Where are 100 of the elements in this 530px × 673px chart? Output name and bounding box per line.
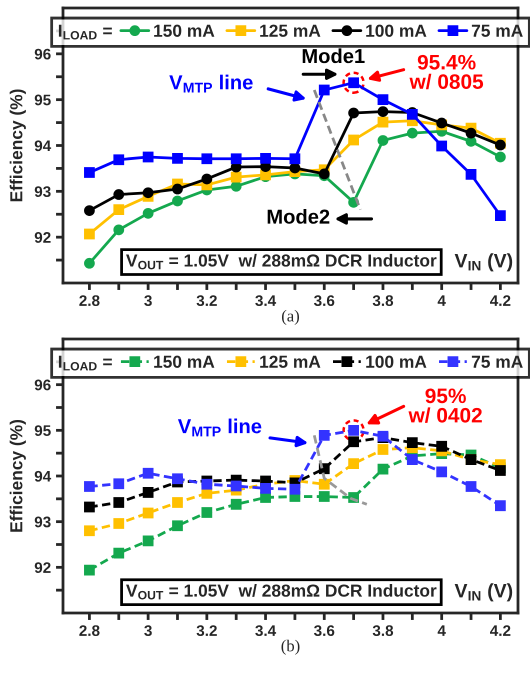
- point: [113, 204, 124, 216]
- x-tick-label: 3.8: [372, 295, 394, 306]
- annotation: Mode2: [268, 208, 330, 224]
- point: [466, 168, 476, 180]
- point: [172, 184, 183, 194]
- legend-label: 150 mA: [154, 356, 214, 368]
- y-tick-label: 96: [34, 48, 51, 60]
- annotation: 95% w/ 0402: [408, 388, 482, 423]
- point: [84, 228, 95, 240]
- point: [378, 116, 388, 128]
- x-axis-title: V$_{IN}$ (V): [454, 583, 512, 602]
- y-tick-label: 92: [34, 232, 51, 243]
- legend-title: I$_{LOAD}$ =: [58, 356, 112, 371]
- point: [142, 187, 154, 198]
- point: [113, 548, 124, 559]
- point: [142, 508, 154, 518]
- legend-label: 100 mA: [366, 24, 426, 37]
- x-tick-label: 3: [144, 625, 152, 636]
- point: [348, 458, 359, 470]
- point: [113, 497, 124, 508]
- point: [348, 108, 359, 118]
- point: [172, 497, 183, 508]
- x-tick-label: 4.2: [490, 625, 510, 636]
- legend-label: 150 mA: [154, 24, 214, 37]
- point: [495, 500, 506, 512]
- annotation: 95.4% w/ 0805: [409, 54, 484, 90]
- x-tick-label: 2.8: [79, 295, 100, 306]
- annotation: Mode1: [302, 48, 365, 64]
- y-tick-label: 95: [34, 94, 51, 106]
- point: [201, 478, 212, 490]
- x-tick-label: 3.8: [372, 625, 394, 636]
- point: [113, 154, 124, 166]
- y-axis-title: Efficiency (%): [10, 420, 26, 532]
- point: [378, 444, 388, 455]
- point: [230, 498, 242, 510]
- point: [348, 436, 359, 448]
- point: [113, 518, 124, 529]
- point: [406, 437, 418, 448]
- y-tick-label: 96: [34, 380, 51, 390]
- point: [84, 258, 95, 269]
- annotation: V$_{OUT}$ = 1.05V w/ 288mΩ DCR Inductor: [126, 584, 436, 600]
- x-tick-label: 3.2: [196, 625, 217, 636]
- point: [378, 464, 388, 475]
- point: [260, 482, 271, 494]
- point: [142, 208, 154, 219]
- point: [84, 564, 95, 576]
- point: [84, 502, 95, 512]
- x-tick-label: 3.6: [314, 625, 334, 636]
- y-tick-label: 95: [34, 425, 51, 436]
- y-tick-label: 94: [34, 470, 52, 482]
- point: [290, 162, 300, 174]
- point: [172, 520, 183, 532]
- point: [466, 481, 476, 492]
- x-tick-label: 4.2: [490, 295, 510, 306]
- legend-title: I$_{LOAD}$ =: [58, 24, 112, 40]
- point: [201, 153, 212, 164]
- legend-label: 125 mA: [260, 356, 320, 368]
- point: [172, 152, 183, 164]
- point: [318, 491, 330, 502]
- point: [84, 167, 95, 178]
- point: [290, 153, 300, 164]
- point: [436, 440, 448, 452]
- text: (a): [282, 310, 300, 325]
- point: [84, 481, 95, 492]
- legend-label: 75 mA: [472, 356, 523, 368]
- point: [260, 152, 271, 164]
- point: [495, 465, 506, 476]
- y-tick-label: 93: [34, 186, 51, 198]
- point: [201, 507, 212, 518]
- text: (b): [282, 640, 300, 655]
- point: [378, 135, 388, 146]
- annotation: V$_{MTP}$ line: [169, 74, 253, 92]
- point: [142, 487, 154, 498]
- y-axis-title: Efficiency (%): [10, 89, 26, 202]
- point: [172, 473, 183, 484]
- legend-label: 125 mA: [260, 24, 320, 37]
- point: [436, 140, 448, 152]
- point: [436, 466, 448, 478]
- point: [406, 128, 418, 139]
- point: [230, 172, 242, 183]
- legend-label: 75 mA: [472, 24, 523, 37]
- point: [172, 196, 183, 206]
- point: [113, 189, 124, 200]
- point: [378, 106, 388, 117]
- point: [84, 525, 95, 536]
- point: [113, 224, 124, 236]
- point: [113, 478, 124, 490]
- point: [348, 134, 359, 146]
- line-series: [312, 434, 368, 506]
- point: [142, 535, 154, 546]
- x-tick-label: 4: [438, 295, 446, 306]
- point: [378, 94, 388, 106]
- y-tick-label: 92: [34, 562, 51, 574]
- annotation: V$_{OUT}$ = 1.05V w/ 288mΩ DCR Inductor: [126, 254, 436, 270]
- point: [290, 484, 300, 495]
- annotation: V$_{MTP}$ line: [178, 418, 262, 436]
- y-tick-label: 94: [34, 140, 52, 152]
- y-tick-label: 93: [34, 516, 51, 528]
- x-tick-label: 3.6: [314, 295, 334, 306]
- x-tick-label: 3.2: [196, 295, 217, 306]
